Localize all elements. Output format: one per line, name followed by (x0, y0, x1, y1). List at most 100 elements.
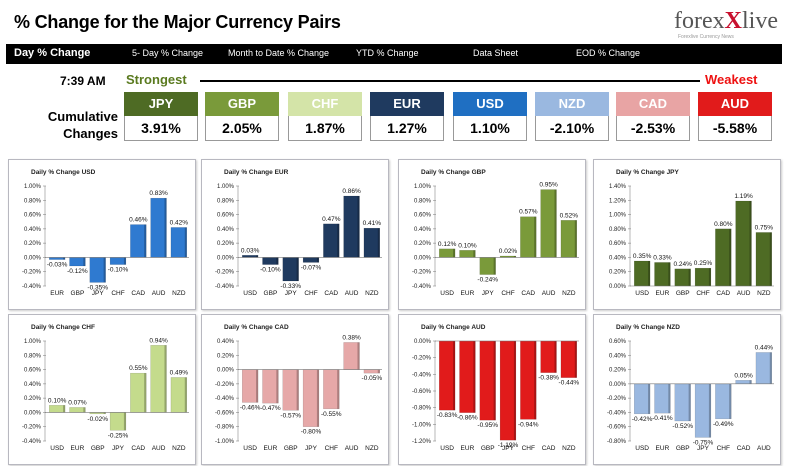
y-tick-label: 0.40% (24, 382, 42, 388)
data-label: -0.94% (518, 421, 539, 428)
bar-cad (540, 340, 557, 373)
x-tick-label: EUR (71, 445, 85, 452)
bar-shade (769, 352, 772, 384)
bar-shade (164, 198, 167, 258)
data-label: 0.02% (499, 248, 518, 255)
data-label: -0.49% (713, 421, 734, 428)
x-tick-label: AUD (542, 290, 556, 297)
chart-panel-eur: Daily % Change EUR 1.00% 0.80% 0.60% 0.40% 0… (201, 159, 389, 310)
data-label: 0.95% (539, 182, 558, 189)
nav-data-sheet[interactable]: Data Sheet (473, 48, 519, 58)
bar-shade (769, 232, 772, 286)
logo-text-a: forex (674, 8, 725, 34)
bar-jpy (499, 340, 517, 441)
y-tick-label: -0.80% (215, 425, 235, 431)
y-tick-label: -0.60% (607, 425, 627, 431)
bar-shade (453, 248, 456, 258)
bar-cad (130, 224, 147, 258)
data-label: 0.57% (519, 209, 538, 216)
currency-value: -2.53% (616, 116, 690, 141)
x-tick-label: JPY (285, 290, 298, 297)
data-label: -0.44% (559, 380, 580, 387)
bar-usd (634, 260, 651, 287)
bar-shade (729, 228, 732, 286)
bar-nzd (363, 369, 380, 374)
y-tick-label: 0.60% (609, 241, 627, 247)
bar-shade (296, 369, 299, 411)
bar-gbp (674, 268, 691, 287)
nav-day-change[interactable]: Day % Change (14, 47, 91, 59)
currency-name: CHF (288, 92, 362, 116)
y-tick-label: 1.00% (24, 339, 42, 345)
y-tick-label: 0.40% (217, 227, 235, 233)
data-label: -1.19% (498, 442, 519, 449)
chart-panel-gbp: Daily % Change GBP 1.00% 0.80% 0.60% 0.40% 0… (398, 159, 586, 310)
x-tick-label: EUR (50, 290, 64, 297)
x-tick-label: EUR (656, 445, 670, 452)
bar-shade (144, 373, 147, 413)
y-tick-label: 0.80% (217, 198, 235, 204)
x-tick-label: NZD (562, 445, 576, 452)
bar-gbp (262, 257, 279, 265)
bar-jpy (282, 257, 299, 282)
data-label: 0.41% (363, 220, 382, 227)
x-tick-label: USD (440, 445, 454, 452)
x-tick-label: NZD (365, 445, 379, 452)
data-label: 0.55% (129, 365, 148, 372)
x-tick-label: EUR (264, 445, 278, 452)
bar-shade (377, 369, 380, 374)
bar-shade (276, 257, 279, 265)
bar-jpy (694, 383, 712, 438)
data-label: -0.86% (457, 415, 478, 422)
y-tick-label: 0.60% (24, 368, 42, 374)
chart-title: Daily % Change NZD (616, 324, 680, 331)
currency-value: 1.10% (453, 116, 527, 141)
bar-shade (554, 189, 557, 258)
bar-shade (473, 341, 476, 413)
bar-shade (83, 407, 86, 413)
y-tick-label: -0.20% (22, 425, 42, 431)
chart-title: Daily % Change JPY (616, 169, 679, 176)
nav-5day-change[interactable]: 5- Day % Change (132, 48, 204, 58)
x-tick-label: CHF (304, 290, 317, 297)
y-tick-label: 0.60% (414, 213, 432, 219)
nav-eod-change[interactable]: EOD % Change (576, 48, 641, 58)
bar-shade (63, 257, 66, 260)
cumulative-label-line2: Changes (63, 126, 118, 141)
bar-aud (540, 189, 557, 258)
forexlive-logo[interactable]: forexXlive Forexlive Currency News (660, 4, 780, 42)
currency-name: NZD (535, 92, 609, 116)
y-tick-label: -0.20% (412, 270, 432, 276)
x-tick-label: AUD (737, 290, 751, 297)
bar-chf (302, 257, 320, 263)
x-tick-label: GBP (481, 445, 495, 452)
bar-eur (654, 262, 671, 287)
x-tick-label: USD (50, 445, 64, 452)
bar-shade (554, 341, 557, 373)
bar-shade (534, 216, 537, 258)
data-label: 0.42% (170, 219, 189, 226)
chart-panel-nzd: Daily % Change NZD 0.60% 0.40% 0.20% 0.00% -… (593, 314, 781, 465)
bar-shade (276, 369, 279, 404)
currency-box-eur: EUR 1.27% (370, 92, 444, 142)
bar-aud (343, 195, 360, 258)
nav-ytd-change[interactable]: YTD % Change (356, 48, 419, 58)
page-title: % Change for the Major Currency Pairs (14, 12, 341, 32)
bar-cad (520, 216, 537, 258)
nav-month-to-date[interactable]: Month to Date % Change (228, 48, 330, 58)
y-tick-label: 0.00% (609, 284, 627, 290)
bar-jpy (302, 369, 320, 427)
currency-value: 3.91% (124, 116, 198, 141)
data-label: -0.24% (477, 277, 498, 284)
bar-shade (493, 257, 496, 275)
y-tick-label: 0.60% (609, 339, 627, 345)
x-tick-label: AUD (345, 290, 359, 297)
x-tick-label: CHF (111, 290, 124, 297)
chart-title: Daily % Change CAD (224, 324, 289, 331)
y-tick-label: 0.60% (217, 213, 235, 219)
y-tick-label: -0.20% (215, 382, 235, 388)
y-tick-label: 0.20% (24, 241, 42, 247)
weakest-label: Weakest (705, 72, 758, 87)
bar-shade (648, 261, 651, 286)
chart-panel-cad: Daily % Change CAD 0.40% 0.20% 0.00% -0.20%… (201, 314, 389, 465)
